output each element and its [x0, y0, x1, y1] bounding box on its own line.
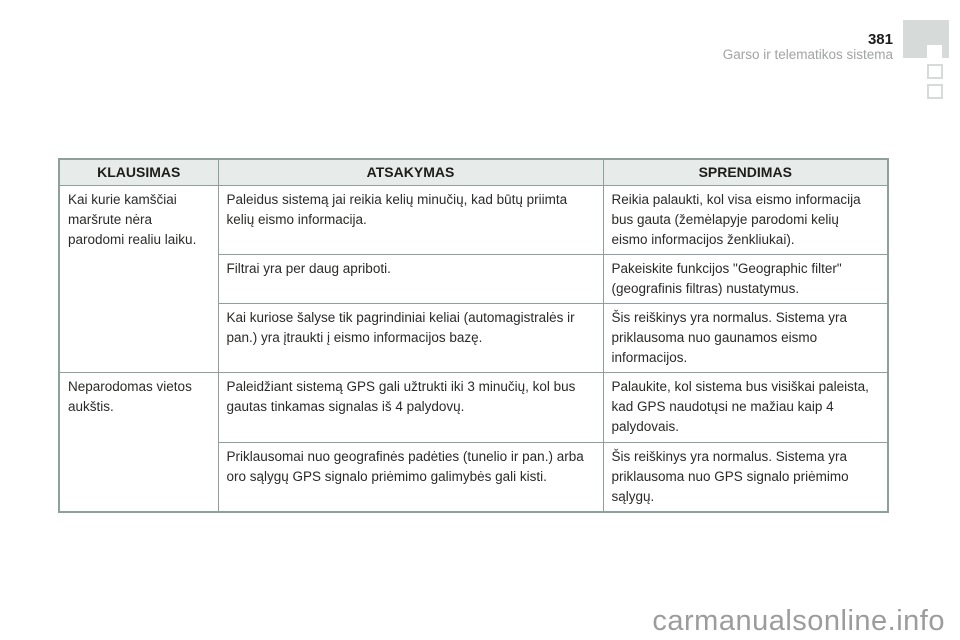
- chapter-outline-square-icon: [927, 64, 943, 79]
- column-header-klausimas: KLAUSIMAS: [58, 158, 219, 186]
- table-row: Kai kuriose šalyse tik pagrindiniai keli…: [59, 302, 889, 373]
- table-row: Neparodomas vietos aukštis. Paleidžiant …: [58, 371, 889, 512]
- watermark: carmanualsonline.info: [652, 605, 945, 637]
- chapter-current-square-icon: [903, 20, 949, 58]
- solution-cell: Šis reiškinys yra normalus. Sistema yra …: [602, 302, 889, 373]
- question-cell: Kai kurie kamščiai maršrute nėra parodom…: [58, 184, 219, 373]
- section-title: Garso ir telematikos sistema: [722, 47, 893, 62]
- answer-cell: Paleidžiant sistemą GPS gali užtrukti ik…: [217, 371, 604, 443]
- chapter-outline-square-icon: [927, 84, 943, 99]
- solution-cell: Pakeiskite funkcijos "Geographic filter"…: [602, 253, 889, 304]
- column-header-sprendimas: SPRENDIMAS: [602, 158, 889, 186]
- table-row: Filtrai yra per daug apriboti. Pakeiskit…: [59, 253, 889, 304]
- column-header-atsakymas: ATSAKYMAS: [217, 158, 604, 186]
- answer-cell: Filtrai yra per daug apriboti.: [217, 253, 604, 304]
- answer-cell: Kai kuriose šalyse tik pagrindiniai keli…: [217, 302, 604, 373]
- solution-cell: Šis reiškinys yra normalus. Sistema yra …: [602, 441, 889, 512]
- chapter-inset-square-icon: [927, 45, 942, 58]
- question-cell: Neparodomas vietos aukštis.: [58, 371, 219, 512]
- answer-cell: Priklausomai nuo geografinės padėties (t…: [217, 441, 604, 512]
- table-row: Priklausomai nuo geografinės padėties (t…: [59, 441, 889, 512]
- solution-cell: Reikia palaukti, kol visa eismo informac…: [602, 184, 889, 255]
- table-header-row: KLAUSIMAS ATSAKYMAS SPRENDIMAS: [58, 158, 889, 186]
- page-number: 381: [867, 31, 893, 48]
- solution-cell: Palaukite, kol sistema bus visiškai pale…: [602, 371, 889, 443]
- table-row: Kai kurie kamščiai maršrute nėra parodom…: [58, 184, 889, 373]
- answer-cell: Paleidus sistemą jai reikia kelių minuči…: [217, 184, 604, 255]
- troubleshooting-table: KLAUSIMAS ATSAKYMAS SPRENDIMAS Kai kurie…: [58, 158, 889, 513]
